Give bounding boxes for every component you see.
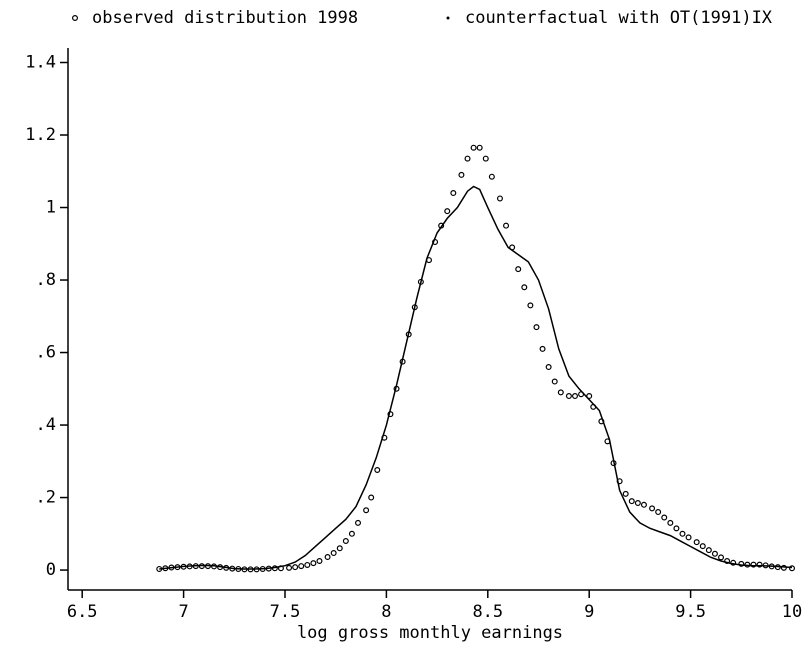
x-axis-label: log gross monthly earnings (297, 623, 563, 643)
data-point (363, 507, 370, 514)
data-point (661, 514, 668, 521)
data-point (685, 534, 692, 541)
data-point (316, 557, 323, 564)
data-point (368, 494, 375, 501)
data-point (521, 284, 528, 291)
data-line (159, 185, 793, 570)
y-tick-label: .6 (36, 343, 56, 363)
data-point (724, 557, 731, 564)
data-point (679, 530, 686, 537)
data-point (545, 364, 552, 371)
data-point (482, 155, 489, 162)
data-point (488, 173, 495, 180)
data-point (640, 501, 647, 508)
x-tick-label: 9.5 (675, 602, 706, 622)
data-point (572, 393, 579, 400)
data-point (527, 302, 534, 309)
data-point (310, 560, 317, 567)
data-point (756, 561, 763, 568)
y-tick-label: .2 (36, 488, 56, 508)
data-point (649, 505, 656, 512)
data-point (470, 144, 477, 151)
data-point (298, 563, 305, 570)
x-tick-label: 7.5 (270, 602, 301, 622)
data-point (557, 389, 564, 396)
y-tick-label: .4 (36, 415, 56, 435)
legend-label: counterfactual with OT(1991)IX (465, 8, 773, 28)
data-point (355, 519, 362, 526)
data-point (673, 525, 680, 532)
data-point (444, 208, 451, 215)
y-tick-label: .8 (36, 270, 56, 290)
data-point (565, 393, 572, 400)
data-point (750, 561, 757, 568)
y-tick-label: 0 (46, 560, 56, 580)
x-tick-label: 6.5 (67, 602, 98, 622)
x-tick-label: 8.5 (472, 602, 503, 622)
x-tick-label: 7 (178, 602, 188, 622)
y-tick-label: 1.2 (25, 125, 56, 145)
y-tick-label: 1 (46, 198, 56, 218)
data-point (348, 530, 355, 537)
data-point (699, 543, 706, 550)
data-point (780, 564, 787, 571)
data-point (292, 564, 299, 571)
data-point (374, 466, 381, 473)
data-point (458, 171, 465, 178)
data-point (286, 564, 293, 571)
y-tick-label: 1.4 (25, 53, 56, 73)
x-tick-label: 10 (782, 602, 802, 622)
data-point (705, 547, 712, 554)
data-point (628, 498, 635, 505)
data-point (450, 190, 457, 197)
data-point (622, 490, 629, 497)
data-point (788, 565, 795, 572)
data-point (667, 519, 674, 526)
x-tick-label: 9 (584, 602, 594, 622)
data-point (503, 222, 510, 229)
data-point (324, 554, 331, 561)
data-point (655, 509, 662, 516)
data-point (711, 550, 718, 557)
legend-label: observed distribution 1998 (92, 8, 358, 28)
x-tick-label: 8 (381, 602, 391, 622)
data-point (551, 378, 558, 385)
data-point (693, 539, 700, 546)
data-point (330, 550, 337, 557)
data-point (718, 554, 725, 561)
data-point (634, 499, 641, 506)
data-point (304, 561, 311, 568)
data-point (515, 266, 522, 273)
data-point (539, 345, 546, 352)
legend-marker (446, 16, 450, 20)
legend-marker (71, 15, 78, 22)
data-point (476, 144, 483, 151)
data-point (464, 155, 471, 162)
data-point (496, 195, 503, 202)
data-point (336, 545, 343, 552)
data-point (533, 324, 540, 331)
data-point (342, 538, 349, 545)
